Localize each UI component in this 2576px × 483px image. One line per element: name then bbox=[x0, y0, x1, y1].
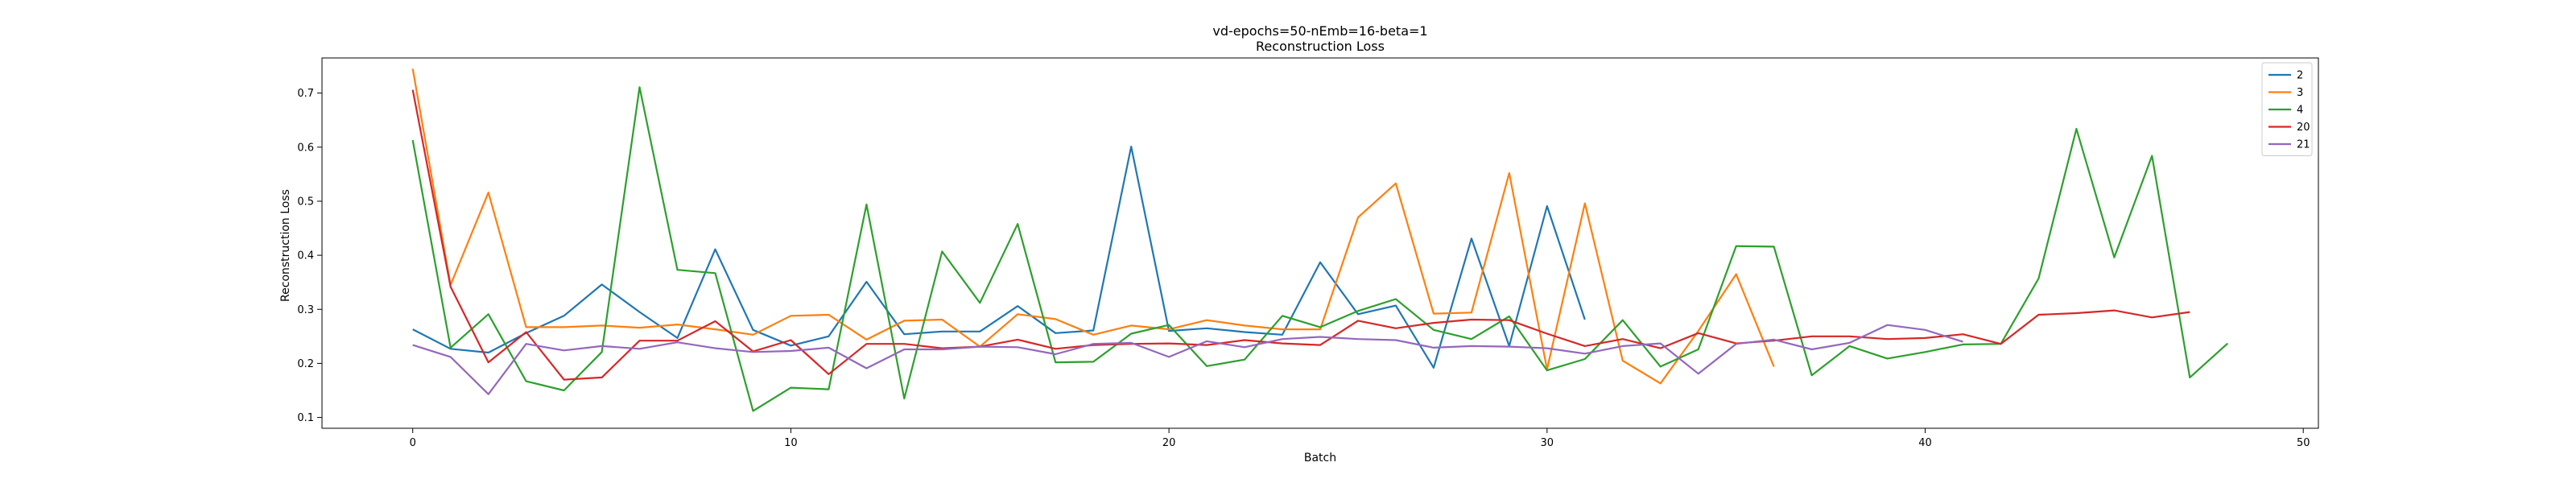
y-tick-label: 0.4 bbox=[297, 250, 314, 262]
legend: 2 3 4 20 21 bbox=[2261, 62, 2313, 156]
plot-frame bbox=[321, 57, 2319, 429]
series-line-20 bbox=[411, 89, 2190, 381]
y-tick-label: 0.1 bbox=[297, 412, 314, 424]
y-tick-label: 0.5 bbox=[297, 196, 314, 208]
plot-area bbox=[411, 68, 2229, 412]
y-tick-label: 0.6 bbox=[297, 142, 314, 154]
legend-label-4: 4 bbox=[2297, 105, 2303, 117]
series-line-21 bbox=[412, 324, 1963, 395]
x-tick-label: 40 bbox=[1918, 437, 1932, 449]
chart-title: vd-epochs=50-nEmb=16-beta=1 bbox=[1212, 23, 1427, 39]
x-tick-label: 10 bbox=[784, 437, 798, 449]
y-tick-label: 0.2 bbox=[297, 358, 314, 370]
x-axis: 0 10 20 30 40 50 bbox=[410, 428, 2310, 449]
x-axis-label: Batch bbox=[1304, 452, 1336, 464]
y-axis: 0.1 0.2 0.3 0.4 0.5 0.6 0.7 bbox=[297, 88, 322, 424]
legend-label-3: 3 bbox=[2297, 87, 2303, 99]
x-tick-label: 30 bbox=[1541, 437, 1554, 449]
x-tick-label: 0 bbox=[410, 437, 416, 449]
series-line-3 bbox=[411, 68, 1775, 385]
y-axis-label: Reconstruction Loss bbox=[279, 189, 292, 302]
legend-label-2: 2 bbox=[2297, 70, 2303, 82]
chart-subtitle: Reconstruction Loss bbox=[1256, 39, 1385, 54]
series-line-2 bbox=[412, 146, 1586, 369]
legend-label-21: 21 bbox=[2297, 139, 2310, 151]
y-tick-label: 0.7 bbox=[297, 88, 314, 100]
y-tick-label: 0.3 bbox=[297, 304, 314, 316]
series-line-4 bbox=[411, 86, 2229, 412]
legend-label-20: 20 bbox=[2297, 122, 2310, 134]
x-tick-label: 50 bbox=[2297, 437, 2310, 449]
x-tick-label: 20 bbox=[1162, 437, 1176, 449]
